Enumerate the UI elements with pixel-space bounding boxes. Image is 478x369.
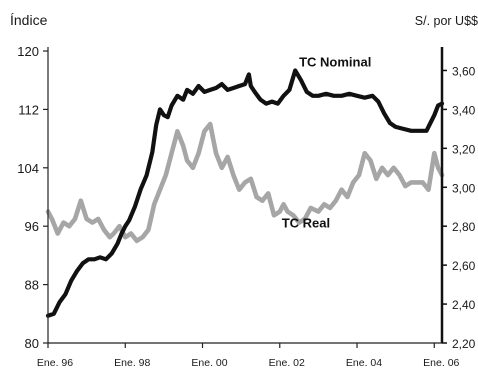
right-axis-title: S/. por U$$ (415, 14, 478, 28)
left-tick-label: 80 (25, 336, 39, 351)
series-layer (45, 68, 445, 318)
series-labels: TC Nominal TC Real (282, 55, 372, 231)
right-tick-label: 3,00 (452, 181, 476, 195)
left-tick-label: 112 (18, 102, 39, 117)
right-tick-label: 3,40 (452, 103, 476, 117)
right-tick-label: 2,40 (452, 298, 476, 312)
series-label: TC Nominal (299, 55, 371, 70)
right-tick-label: 2,20 (452, 337, 476, 351)
axes: 120 112 104 96 88 80 3,60 3,40 3,20 3,00 2,80 2,60 2… (17, 44, 475, 369)
left-axis-title: Índice (10, 12, 48, 28)
x-tick-label: Ene. 00 (191, 357, 227, 369)
x-tick-label: Ene. 02 (269, 357, 305, 369)
x-tick-label: Ene. 98 (114, 357, 150, 369)
tc-real-line (45, 121, 445, 244)
right-tick-label: 3,20 (452, 142, 476, 156)
left-tick-label: 96 (25, 219, 39, 234)
x-tick-label: Ene. 04 (346, 357, 382, 369)
left-tick-label: 88 (25, 278, 39, 293)
left-tick-label: 120 (17, 44, 39, 59)
right-tick-label: 2,60 (452, 259, 476, 273)
right-tick-label: 3,60 (452, 64, 476, 78)
x-tick-label: Ene. 06 (423, 357, 459, 369)
x-tick-label: Ene. 96 (37, 357, 73, 369)
left-tick-label: 104 (17, 161, 39, 176)
right-tick-label: 2,80 (452, 220, 476, 234)
series-label: TC Real (282, 216, 330, 231)
tc-nominal-line (45, 68, 445, 318)
